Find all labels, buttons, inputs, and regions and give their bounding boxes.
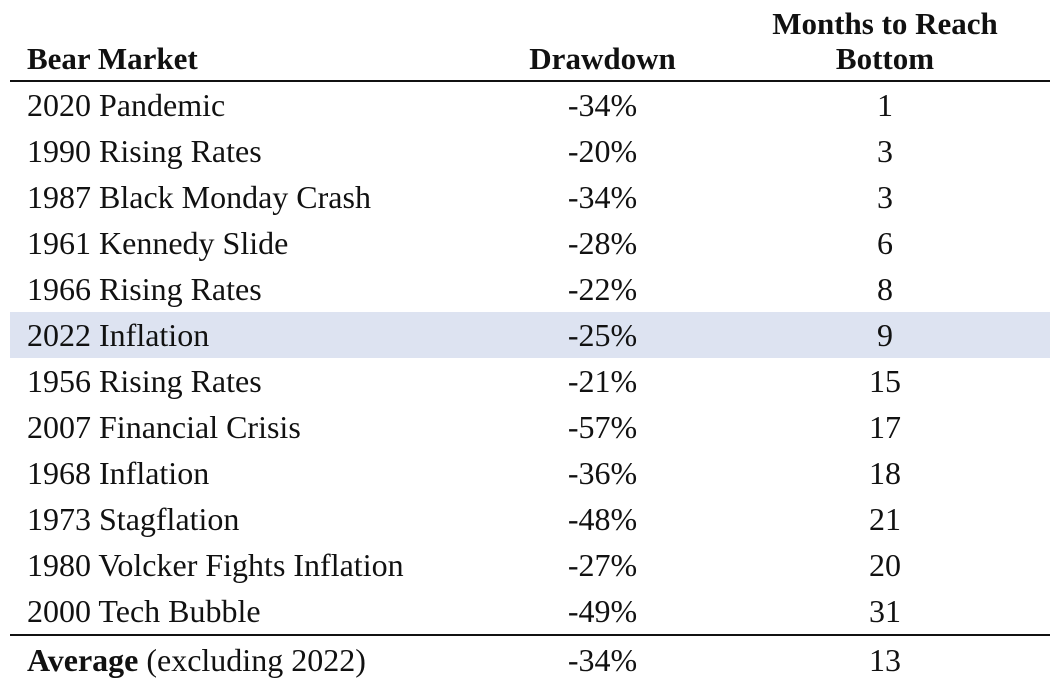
cell-drawdown: -20% bbox=[567, 133, 638, 169]
cell-drawdown: -49% bbox=[567, 593, 638, 629]
cell-months: 8 bbox=[877, 271, 893, 307]
table-row: 2000 Tech Bubble -49% 31 bbox=[10, 588, 1050, 635]
table-row: 1968 Inflation -36% 18 bbox=[10, 450, 1050, 496]
cell-drawdown: -28% bbox=[567, 225, 638, 261]
table-row: 1956 Rising Rates -21% 15 bbox=[10, 358, 1050, 404]
cell-bear-market: 1956 Rising Rates bbox=[27, 363, 262, 399]
cell-drawdown: -22% bbox=[567, 271, 638, 307]
table-row-highlighted: 2022 Inflation -25% 9 bbox=[10, 312, 1050, 358]
cell-drawdown: -48% bbox=[567, 501, 638, 537]
average-label-bold: Average bbox=[27, 642, 139, 678]
cell-bear-market: 1990 Rising Rates bbox=[27, 133, 262, 169]
table-row: 1980 Volcker Fights Inflation -27% 20 bbox=[10, 542, 1050, 588]
cell-months: 15 bbox=[869, 363, 901, 399]
header-bear-market: Bear Market bbox=[27, 41, 198, 76]
cell-bear-market: 1968 Inflation bbox=[27, 455, 210, 491]
table-header: Bear Market Drawdown Months to Reach Bott… bbox=[10, 0, 1050, 81]
cell-months: 3 bbox=[877, 133, 893, 169]
header-months-line1: Months to Reach bbox=[772, 6, 998, 41]
table-row: 2007 Financial Crisis -57% 17 bbox=[10, 404, 1050, 450]
table-row: 1966 Rising Rates -22% 8 bbox=[10, 266, 1050, 312]
cell-bear-market: 1987 Black Monday Crash bbox=[27, 179, 371, 215]
cell-months: 3 bbox=[877, 179, 893, 215]
table-row: 2020 Pandemic -34% 1 bbox=[10, 81, 1050, 128]
cell-months: 20 bbox=[869, 547, 901, 583]
header-drawdown: Drawdown bbox=[529, 41, 676, 76]
table-row: 1987 Black Monday Crash -34% 3 bbox=[10, 174, 1050, 220]
cell-months: 1 bbox=[877, 87, 893, 123]
bear-market-table-container: Bear Market Drawdown Months to Reach Bott… bbox=[10, 0, 1050, 684]
cell-drawdown: -36% bbox=[567, 455, 638, 491]
cell-months: 17 bbox=[869, 409, 901, 445]
cell-bear-market: 2007 Financial Crisis bbox=[27, 409, 301, 445]
cell-drawdown: -57% bbox=[567, 409, 638, 445]
cell-average-drawdown: -34% bbox=[567, 642, 638, 678]
bear-market-table: Bear Market Drawdown Months to Reach Bott… bbox=[10, 0, 1050, 684]
cell-bear-market: 2000 Tech Bubble bbox=[27, 593, 261, 629]
header-row: Bear Market Drawdown Months to Reach Bott… bbox=[10, 0, 1050, 81]
cell-drawdown: -34% bbox=[567, 179, 638, 215]
cell-months: 6 bbox=[877, 225, 893, 261]
table-footer: Average (excluding 2022) -34% 13 bbox=[10, 635, 1050, 684]
cell-bear-market: 1966 Rising Rates bbox=[27, 271, 262, 307]
average-label-note: (excluding 2022) bbox=[138, 642, 366, 678]
cell-drawdown: -34% bbox=[567, 87, 638, 123]
average-row: Average (excluding 2022) -34% 13 bbox=[10, 635, 1050, 684]
cell-months: 9 bbox=[720, 312, 1050, 358]
header-months-line2: Bottom bbox=[835, 41, 935, 76]
table-body: 2020 Pandemic -34% 1 1990 Rising Rates -… bbox=[10, 81, 1050, 635]
table-row: 1961 Kennedy Slide -28% 6 bbox=[10, 220, 1050, 266]
cell-drawdown: -21% bbox=[567, 363, 638, 399]
cell-months: 21 bbox=[869, 501, 901, 537]
table-row: 1990 Rising Rates -20% 3 bbox=[10, 128, 1050, 174]
cell-bear-market: 1973 Stagflation bbox=[27, 501, 240, 537]
cell-bear-market: 2020 Pandemic bbox=[27, 87, 226, 123]
cell-months: 31 bbox=[869, 593, 901, 629]
cell-bear-market: 1961 Kennedy Slide bbox=[27, 225, 289, 261]
cell-bear-market: 2022 Inflation bbox=[10, 312, 485, 358]
cell-average-months: 13 bbox=[869, 642, 901, 678]
cell-average-label: Average (excluding 2022) bbox=[10, 635, 485, 684]
header-months-to-bottom: Months to Reach Bottom bbox=[720, 0, 1050, 81]
cell-drawdown: -27% bbox=[567, 547, 638, 583]
cell-drawdown: -25% bbox=[485, 312, 720, 358]
table-row: 1973 Stagflation -48% 21 bbox=[10, 496, 1050, 542]
cell-months: 18 bbox=[869, 455, 901, 491]
cell-bear-market: 1980 Volcker Fights Inflation bbox=[27, 547, 404, 583]
